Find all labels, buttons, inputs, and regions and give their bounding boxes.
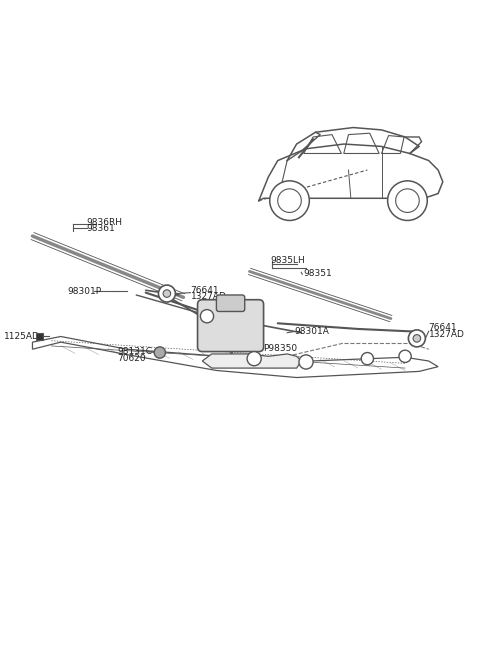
Circle shape xyxy=(270,181,309,220)
Circle shape xyxy=(247,352,261,366)
Circle shape xyxy=(154,347,166,358)
FancyBboxPatch shape xyxy=(216,295,245,312)
Text: 9836RH: 9836RH xyxy=(87,218,123,228)
Circle shape xyxy=(388,181,427,220)
Text: 98131C: 98131C xyxy=(118,347,152,356)
Text: 98361: 98361 xyxy=(87,224,116,234)
Text: 1123AC: 1123AC xyxy=(226,307,261,316)
Text: 9835LH: 9835LH xyxy=(271,256,305,265)
Bar xyxy=(36,333,43,340)
Text: 1327AD: 1327AD xyxy=(191,292,227,301)
Circle shape xyxy=(158,285,175,302)
Circle shape xyxy=(299,355,313,369)
Text: P98350: P98350 xyxy=(264,344,298,353)
Text: 98351: 98351 xyxy=(304,269,333,278)
Circle shape xyxy=(200,310,214,323)
Circle shape xyxy=(413,335,420,342)
Text: 98301A: 98301A xyxy=(294,327,329,337)
Circle shape xyxy=(278,189,301,213)
Circle shape xyxy=(396,189,419,213)
Text: 76641: 76641 xyxy=(429,323,457,333)
FancyBboxPatch shape xyxy=(198,300,264,352)
Text: 70620: 70620 xyxy=(118,354,146,363)
Text: 98301P: 98301P xyxy=(68,287,102,296)
Text: 1125AD: 1125AD xyxy=(4,332,40,341)
Circle shape xyxy=(361,352,373,365)
Text: 98100: 98100 xyxy=(226,314,254,323)
Circle shape xyxy=(399,350,411,362)
Text: 1327AD: 1327AD xyxy=(429,329,465,338)
Polygon shape xyxy=(202,354,301,368)
Circle shape xyxy=(408,330,425,347)
Circle shape xyxy=(163,290,171,297)
Text: 76641: 76641 xyxy=(191,286,219,295)
